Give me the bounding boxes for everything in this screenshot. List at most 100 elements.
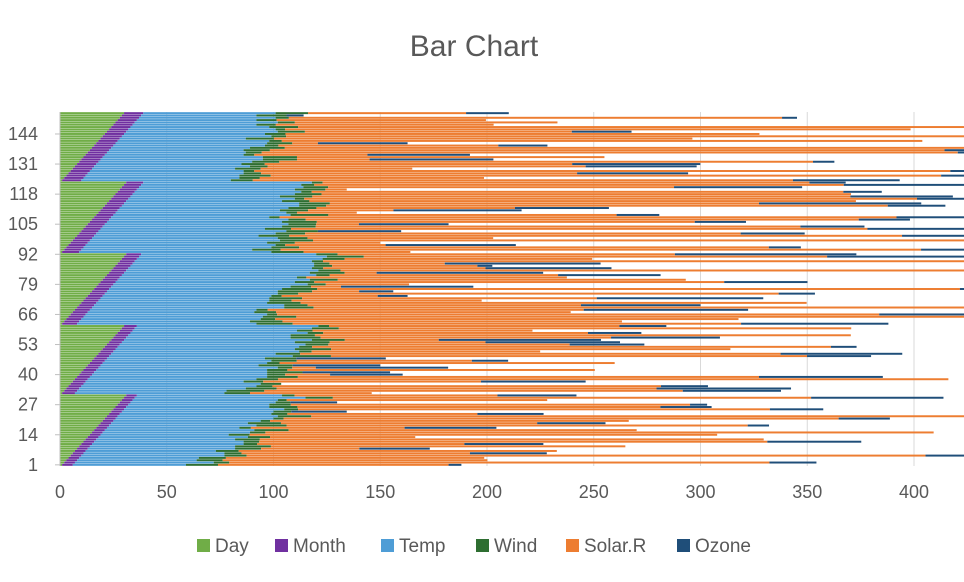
bar-temp [79, 320, 251, 323]
bar-temp [132, 399, 278, 402]
bar-month [98, 352, 112, 355]
bar-month [100, 350, 114, 353]
bar-day [60, 436, 88, 439]
bar-month [98, 211, 116, 214]
bar-solar-r [329, 341, 486, 344]
bar-solar-r [259, 176, 485, 179]
bar-day [60, 375, 78, 378]
bar-day [60, 343, 107, 346]
bar-wind [254, 429, 289, 432]
bar-month [77, 163, 97, 166]
bar-day [60, 318, 67, 321]
bar-ozone [827, 255, 964, 258]
bar-day [60, 311, 73, 314]
bar-ozone [317, 230, 402, 233]
bar-temp [136, 394, 283, 397]
bar-solar-r [282, 320, 622, 323]
bar-month [98, 424, 110, 427]
bar-temp [134, 260, 312, 263]
bar-solar-r [296, 211, 357, 214]
bar-month [100, 422, 112, 425]
bar-month [121, 186, 139, 189]
bar-wind [288, 207, 317, 210]
bar-wind [241, 163, 265, 166]
bar-day [60, 202, 107, 205]
bar-wind [299, 345, 313, 348]
bar-wind [264, 132, 286, 135]
bar-temp [115, 211, 287, 214]
bar-day [60, 193, 116, 196]
bar-temp [94, 371, 268, 374]
bar-month [96, 355, 110, 358]
bar-day [60, 172, 69, 175]
bar-wind [294, 348, 332, 351]
bar-wind [250, 320, 283, 323]
bar-wind [269, 299, 292, 302]
bar-month [92, 359, 105, 362]
bar-wind [311, 327, 339, 330]
bar-day [60, 380, 73, 383]
bar-month [115, 406, 127, 408]
bar-wind [262, 156, 297, 159]
bar-day [60, 366, 86, 369]
bar-wind [307, 331, 324, 334]
bar-month [111, 126, 131, 129]
bar-day [60, 183, 125, 186]
bar-ozone [537, 422, 606, 425]
bar-ozone [583, 308, 749, 311]
bar-temp [113, 144, 265, 147]
bar-wind [245, 151, 262, 154]
bar-wind [299, 204, 327, 207]
bar-temp [132, 123, 257, 126]
bar-month [68, 172, 88, 175]
bar-wind [267, 313, 278, 316]
bar-solar-r [296, 158, 370, 161]
legend-label-temp: Temp [399, 536, 445, 557]
bar-ozone [477, 412, 544, 415]
bar-temp [83, 246, 272, 249]
bar-month [62, 179, 82, 182]
bar-month [119, 329, 133, 332]
bar-temp [143, 112, 276, 115]
bar-solar-r [305, 232, 741, 235]
bar-wind [316, 253, 338, 256]
bar-ozone [448, 463, 462, 466]
bar-day [60, 433, 90, 436]
bar-wind [271, 250, 304, 253]
bar-day [60, 225, 86, 228]
bar-month [79, 373, 93, 376]
bar-temp [141, 183, 302, 186]
bar-wind [228, 433, 250, 436]
bar-ozone [879, 313, 964, 316]
bar-day [60, 308, 75, 311]
bar-wind [256, 385, 273, 388]
bar-wind [296, 276, 307, 279]
bar-solar-r [322, 181, 810, 184]
bar-wind [256, 378, 278, 381]
bar-wind [196, 459, 223, 462]
bar-solar-r [307, 237, 494, 240]
bar-day [60, 135, 103, 138]
bar-month [72, 311, 88, 314]
bar-wind [277, 399, 287, 402]
bar-wind [215, 449, 239, 452]
bar-day [60, 130, 107, 133]
bar-month [109, 412, 120, 415]
bar-month [104, 132, 125, 135]
bar-day [60, 394, 127, 397]
bar-month [119, 116, 139, 119]
bar-wind [226, 389, 265, 392]
bar-solar-r [252, 179, 793, 182]
bar-ozone [807, 355, 872, 358]
bar-solar-r [276, 387, 657, 390]
bar-day [60, 186, 122, 189]
bar-day [60, 112, 125, 115]
bar-solar-r [320, 336, 612, 339]
bar-day [60, 195, 114, 198]
bar-day [60, 220, 90, 223]
bar-temp [111, 216, 270, 219]
bar-month [79, 232, 97, 235]
bar-ozone [498, 144, 548, 147]
bar-month [62, 250, 80, 253]
bar-day [60, 165, 75, 168]
